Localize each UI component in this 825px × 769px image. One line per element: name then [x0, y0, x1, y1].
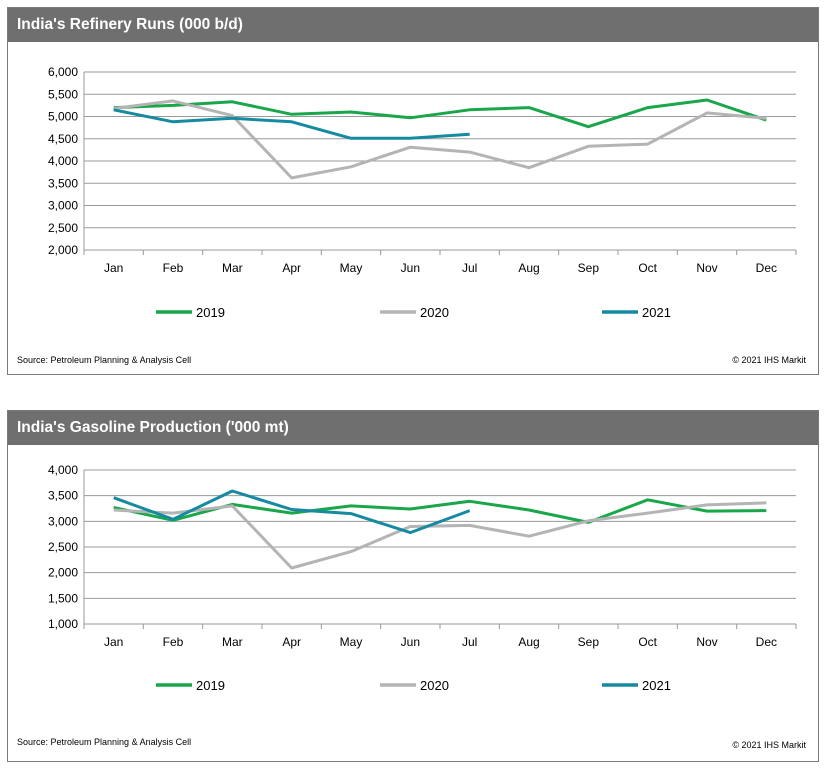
x-tick-label: Sep: [578, 261, 600, 275]
source-note: Source: Petroleum Planning & Analysis Ce…: [17, 737, 192, 747]
x-tick-label: Jan: [104, 635, 123, 649]
y-tick-label: 1,500: [48, 591, 78, 605]
y-tick-label: 5,500: [48, 87, 78, 101]
y-tick-label: 2,500: [48, 540, 78, 554]
legend-label-2019: 2019: [196, 305, 225, 320]
y-tick-label: 2,000: [48, 243, 78, 257]
y-tick-label: 4,500: [48, 132, 78, 146]
x-tick-label: Dec: [756, 635, 777, 649]
y-tick-label: 2,500: [48, 221, 78, 235]
x-tick-label: Jul: [462, 261, 477, 275]
copyright-note: © 2021 IHS Markit: [732, 355, 806, 365]
gasoline-production-chart: 1,000 1,500 2,000 2,500 3,000 3,500 4,000 Jan Fe…: [48, 463, 797, 693]
y-tick-label: 2,000: [48, 566, 78, 580]
legend-label-2021: 2021: [642, 305, 671, 320]
series-line-2019: [113, 98, 767, 129]
x-tick-label: Apr: [282, 635, 301, 649]
x-tick-label: Nov: [696, 635, 717, 649]
x-tick-label: Aug: [518, 635, 539, 649]
series-line-2021: [113, 489, 471, 535]
y-tick-label: 3,500: [48, 489, 78, 503]
y-tick-label: 5,000: [48, 110, 78, 124]
y-tick-label: 3,000: [48, 514, 78, 528]
chart-title: India's Gasoline Production ('000 mt): [8, 411, 818, 445]
y-tick-label: 6,000: [48, 65, 78, 79]
copyright-note: © 2021 IHS Markit: [732, 740, 806, 750]
y-tick-label: 4,000: [48, 154, 78, 168]
x-tick-label: Aug: [518, 261, 539, 275]
legend-label-2020: 2020: [420, 305, 449, 320]
x-tick-label: Oct: [638, 635, 657, 649]
x-tick-label: Feb: [163, 635, 184, 649]
x-tick-label: May: [340, 635, 363, 649]
x-tick-label: Dec: [756, 261, 777, 275]
legend-label-2021: 2021: [642, 678, 671, 693]
x-tick-label: Sep: [578, 635, 600, 649]
series-line-2020: [113, 501, 767, 570]
y-tick-label: 3,500: [48, 176, 78, 190]
x-tick-label: Nov: [696, 261, 717, 275]
x-tick-label: Jan: [104, 261, 123, 275]
gasoline-production-panel: India's Gasoline Production ('000 mt) 1,…: [7, 410, 819, 762]
x-tick-label: Jul: [462, 635, 477, 649]
refinery-runs-panel: India's Refinery Runs (000 b/d) 2,000 2,5…: [7, 7, 819, 375]
y-tick-label: 3,000: [48, 199, 78, 213]
x-tick-label: Feb: [163, 261, 184, 275]
x-tick-label: May: [340, 261, 363, 275]
x-tick-label: Oct: [638, 261, 657, 275]
y-tick-label: 4,000: [48, 463, 78, 477]
series-line-2020: [113, 99, 767, 180]
x-tick-label: Jun: [401, 635, 420, 649]
x-tick-label: Mar: [222, 635, 243, 649]
x-tick-label: Mar: [222, 261, 243, 275]
y-tick-label: 1,000: [48, 617, 78, 631]
source-note: Source: Petroleum Planning & Analysis Ce…: [17, 355, 192, 365]
legend-label-2020: 2020: [420, 678, 449, 693]
refinery-runs-chart: 2,000 2,500 3,000 3,500 4,000 4,500 5,000 5,500…: [48, 65, 797, 320]
chart-title: India's Refinery Runs (000 b/d): [8, 8, 818, 42]
legend-label-2019: 2019: [196, 678, 225, 693]
x-tick-label: Jun: [401, 261, 420, 275]
series-line-2021: [113, 108, 470, 140]
x-tick-label: Apr: [282, 261, 301, 275]
